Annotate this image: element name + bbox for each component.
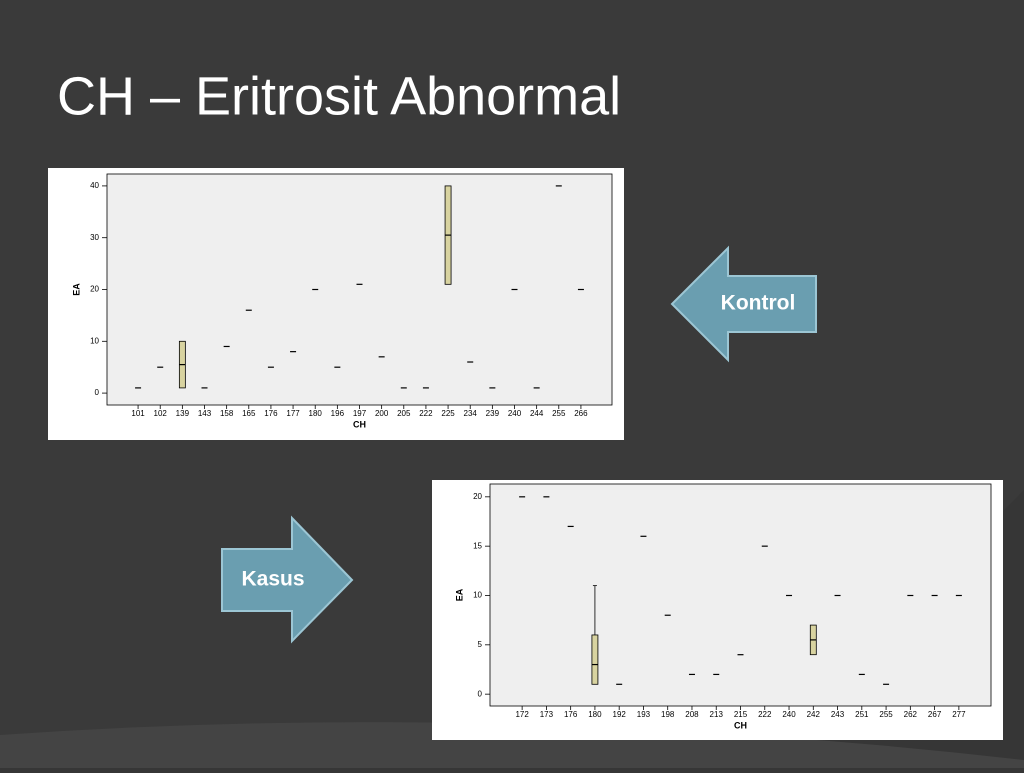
box	[591, 634, 599, 685]
arrow-right	[221, 515, 354, 644]
x-tick-label: 193	[637, 710, 651, 719]
x-tick-label: 197	[353, 409, 367, 418]
y-tick-label: 40	[90, 181, 99, 190]
x-tick-label: 277	[952, 710, 966, 719]
x-tick-label: 215	[734, 710, 748, 719]
arrow-label: Kasus	[241, 568, 304, 591]
x-tick-label: 173	[540, 710, 554, 719]
x-tick-label: 266	[574, 409, 588, 418]
x-tick-label: 240	[508, 409, 522, 418]
x-tick-label: 243	[831, 710, 845, 719]
y-tick-label: 30	[90, 233, 99, 242]
x-tick-label: 225	[441, 409, 455, 418]
y-axis-label: EA	[454, 588, 464, 601]
arrow-label: Kontrol	[721, 292, 796, 315]
x-tick-label: 101	[131, 409, 145, 418]
x-axis-label: CH	[353, 419, 366, 429]
x-tick-label: 200	[375, 409, 389, 418]
y-tick-label: 20	[473, 492, 482, 501]
x-tick-label: 180	[588, 710, 602, 719]
x-tick-label: 176	[264, 409, 278, 418]
x-tick-label: 242	[807, 710, 821, 719]
bg-shape	[0, 722, 1024, 768]
plot-area	[106, 173, 613, 406]
y-tick-label: 15	[473, 541, 482, 550]
y-tick-label: 20	[90, 285, 99, 294]
x-tick-label: 139	[176, 409, 190, 418]
y-tick-label: 10	[473, 591, 482, 600]
x-tick-label: 262	[904, 710, 918, 719]
x-tick-label: 240	[782, 710, 796, 719]
x-tick-label: 192	[613, 710, 627, 719]
y-tick-label: 5	[478, 640, 483, 649]
x-tick-label: 222	[419, 409, 433, 418]
y-tick-label: 10	[90, 336, 99, 345]
plot-area	[489, 483, 992, 707]
x-tick-label: 239	[486, 409, 500, 418]
x-tick-label: 143	[198, 409, 212, 418]
x-tick-label: 205	[397, 409, 411, 418]
x-axis-label: CH	[734, 720, 747, 730]
arrow-left	[670, 245, 817, 363]
x-tick-label: 172	[515, 710, 529, 719]
x-tick-label: 255	[879, 710, 893, 719]
x-tick-label: 176	[564, 710, 578, 719]
x-tick-label: 267	[928, 710, 942, 719]
x-tick-label: 251	[855, 710, 869, 719]
x-tick-label: 196	[331, 409, 345, 418]
y-axis-label: EA	[71, 283, 81, 296]
x-tick-label: 180	[309, 409, 323, 418]
y-tick-label: 0	[95, 388, 100, 397]
x-tick-label: 198	[661, 710, 675, 719]
x-tick-label: 213	[710, 710, 724, 719]
x-tick-label: 102	[154, 409, 168, 418]
x-tick-label: 158	[220, 409, 234, 418]
x-tick-label: 234	[464, 409, 478, 418]
x-tick-label: 255	[552, 409, 566, 418]
x-tick-label: 177	[286, 409, 300, 418]
x-tick-label: 244	[530, 409, 544, 418]
x-tick-label: 165	[242, 409, 256, 418]
slide-title: CH – Eritrosit Abnormal	[57, 66, 621, 126]
x-tick-label: 208	[685, 710, 699, 719]
y-tick-label: 0	[478, 689, 483, 698]
x-tick-label: 222	[758, 710, 772, 719]
